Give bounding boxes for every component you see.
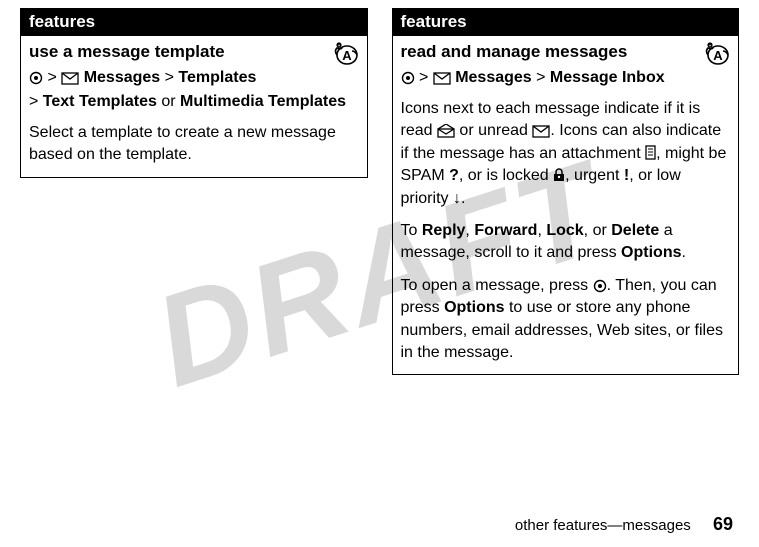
p2c: . <box>681 244 685 261</box>
envelope-icon <box>61 69 79 86</box>
or2: , or <box>584 222 612 239</box>
nav-path: > Messages > Templates > Text Templates … <box>29 66 359 114</box>
sep: > <box>415 69 433 86</box>
body-text: Select a template to create a new messag… <box>29 122 359 167</box>
messages-label: Messages <box>84 69 161 86</box>
lock-label: Lock <box>546 222 583 239</box>
text-templates-label: Text Templates <box>43 93 157 110</box>
envelope-open-icon <box>437 122 455 139</box>
left-column: features + A use a message template > Me… <box>20 8 368 375</box>
page-footer: other features—messages 69 <box>515 514 733 535</box>
accessibility-icon: + A <box>704 42 730 71</box>
sep2: > <box>532 69 550 86</box>
spam-mark: ? <box>449 167 459 184</box>
nav-path: > Messages > Message Inbox <box>401 66 731 90</box>
p3a: To open a message, press <box>401 277 593 294</box>
sep3: > <box>29 93 43 110</box>
center-key-icon <box>593 277 607 294</box>
p1f: , urgent <box>565 167 624 184</box>
row-use-template: + A use a message template > Messages > … <box>20 36 368 178</box>
options-label-2: Options <box>444 299 504 316</box>
right-column: features + A read and manage messages > … <box>392 8 740 375</box>
row-title: read and manage messages <box>401 42 731 62</box>
delete-label: Delete <box>611 222 659 239</box>
features-header-right: features <box>392 8 740 36</box>
or-word: or <box>157 93 180 110</box>
inbox-label: Message Inbox <box>550 69 665 86</box>
mm-templates-label: Multimedia Templates <box>180 93 346 110</box>
reply-label: Reply <box>422 222 466 239</box>
comma2: , <box>537 222 546 239</box>
options-label: Options <box>621 244 681 261</box>
envelope-icon <box>532 122 550 139</box>
messages-label: Messages <box>455 69 532 86</box>
center-key-icon <box>401 69 415 86</box>
svg-text:A: A <box>342 48 352 63</box>
features-header-left: features <box>20 8 368 36</box>
p1h: . <box>461 190 465 207</box>
row-read-manage: + A read and manage messages > Messages … <box>392 36 740 375</box>
sep2: > <box>160 69 178 86</box>
center-key-icon <box>29 69 43 86</box>
sep: > <box>43 69 61 86</box>
p2a: To <box>401 222 422 239</box>
forward-label: Forward <box>474 222 537 239</box>
p1e: , or is locked <box>459 167 553 184</box>
templates-label: Templates <box>178 69 256 86</box>
lock-icon <box>553 167 565 184</box>
attachment-icon <box>645 145 656 162</box>
section-name: other features—messages <box>515 517 691 534</box>
comma1: , <box>465 222 474 239</box>
page-content: features + A use a message template > Me… <box>0 0 759 375</box>
row-title: use a message template <box>29 42 359 62</box>
low-priority-icon: ↓ <box>453 190 461 207</box>
envelope-icon <box>433 69 451 86</box>
accessibility-icon: + A <box>333 42 359 71</box>
page-number: 69 <box>713 514 733 534</box>
paragraph-2: To Reply, Forward, Lock, or Delete a mes… <box>401 220 731 265</box>
svg-text:A: A <box>713 48 723 63</box>
p1b: or unread <box>455 122 532 139</box>
paragraph-3: To open a message, press . Then, you can… <box>401 275 731 365</box>
paragraph-1: Icons next to each message indicate if i… <box>401 98 731 210</box>
